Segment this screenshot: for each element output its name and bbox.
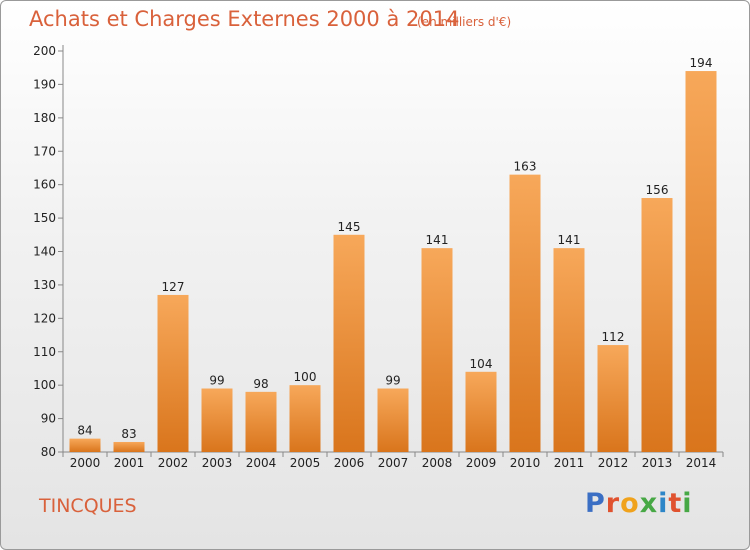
x-tick-label: 2014 [686, 456, 717, 470]
data-label: 104 [470, 357, 493, 371]
data-label: 83 [121, 427, 136, 441]
bar [553, 248, 585, 452]
bar [113, 441, 145, 452]
x-tick-label: 2013 [642, 456, 673, 470]
bar [641, 198, 673, 452]
x-tick-label: 2009 [466, 456, 497, 470]
bar [201, 388, 233, 452]
y-tick-label: 100 [33, 378, 56, 392]
data-label: 99 [385, 374, 400, 388]
y-tick-label: 180 [33, 111, 56, 125]
y-tick-label: 80 [41, 445, 56, 459]
bar [157, 294, 189, 452]
x-tick-label: 2010 [510, 456, 541, 470]
x-tick-label: 2000 [70, 456, 101, 470]
y-tick-label: 110 [33, 345, 56, 359]
data-label: 194 [690, 56, 713, 70]
bar [685, 71, 717, 453]
data-label: 141 [558, 233, 581, 247]
bar [69, 438, 101, 452]
brand-letter: o [620, 488, 640, 519]
data-label: 163 [514, 160, 537, 174]
x-tick-label: 2002 [158, 456, 189, 470]
data-label: 127 [162, 280, 185, 294]
bar [377, 388, 409, 452]
data-label: 145 [338, 220, 361, 234]
y-tick-label: 190 [33, 77, 56, 91]
chart-title: Achats et Charges Externes 2000 à 2014 [29, 7, 460, 31]
y-tick-label: 130 [33, 278, 56, 292]
x-tick-label: 2008 [422, 456, 453, 470]
proxiti-logo: Proxiti [585, 488, 693, 519]
y-tick-label: 90 [41, 412, 56, 426]
y-tick-label: 120 [33, 311, 56, 325]
x-tick-label: 2001 [114, 456, 145, 470]
brand-letter: x [639, 488, 659, 519]
x-tick-label: 2007 [378, 456, 409, 470]
x-tick-label: 2012 [598, 456, 629, 470]
brand-letter: i [682, 488, 693, 519]
commune-name: TINCQUES [39, 495, 137, 517]
brand-letter: r [605, 488, 621, 519]
y-tick-label: 160 [33, 178, 56, 192]
brand-letter: i [658, 488, 669, 519]
data-label: 112 [602, 330, 625, 344]
brand-letter: P [585, 488, 606, 519]
x-tick-label: 2004 [246, 456, 277, 470]
bar [597, 345, 629, 452]
y-tick-label: 150 [33, 211, 56, 225]
data-label: 98 [253, 377, 268, 391]
data-label: 100 [294, 370, 317, 384]
x-tick-label: 2003 [202, 456, 233, 470]
bar [245, 391, 277, 452]
data-label: 141 [426, 233, 449, 247]
data-label: 84 [77, 424, 92, 438]
data-label: 99 [209, 374, 224, 388]
brand-letter: t [668, 488, 683, 519]
bar [289, 385, 321, 452]
bar [421, 248, 453, 452]
chart-unit: (en milliers d'€) [417, 15, 512, 29]
y-tick-label: 200 [33, 44, 56, 58]
y-tick-label: 170 [33, 144, 56, 158]
bar [509, 174, 541, 452]
x-tick-label: 2005 [290, 456, 321, 470]
x-tick-label: 2006 [334, 456, 365, 470]
y-tick-label: 140 [33, 245, 56, 259]
data-label: 156 [646, 183, 669, 197]
x-tick-label: 2011 [554, 456, 585, 470]
bar [465, 371, 497, 452]
bar [333, 234, 365, 452]
